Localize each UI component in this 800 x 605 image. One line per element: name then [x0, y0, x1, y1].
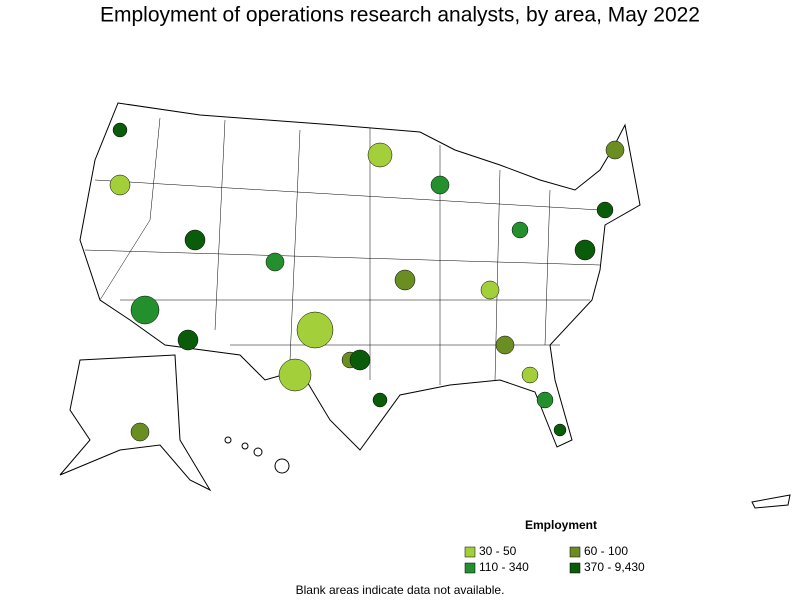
legend-swatch — [569, 546, 581, 558]
area — [109, 174, 131, 196]
area — [296, 311, 334, 349]
area — [596, 201, 614, 219]
map — [59, 102, 791, 509]
note: Blank areas indicate data not available. — [296, 583, 505, 597]
employment-areas — [109, 122, 625, 442]
area — [430, 175, 450, 195]
legend-swatch — [569, 562, 581, 574]
area — [394, 269, 416, 291]
legend-label: 60 - 100 — [584, 544, 628, 558]
puerto-rico — [751, 494, 791, 509]
legend-label: 110 - 340 — [479, 560, 529, 574]
legend-label: 30 - 50 — [479, 544, 517, 558]
area — [511, 221, 529, 239]
alaska — [59, 354, 212, 492]
area — [349, 349, 371, 371]
legend-swatch — [464, 562, 476, 574]
area — [367, 142, 393, 168]
area — [184, 229, 206, 251]
area — [480, 280, 500, 300]
area — [112, 122, 128, 138]
hawaii — [224, 436, 290, 474]
legend-label: 370 - 9,430 — [584, 560, 645, 574]
legend-swatch — [464, 546, 476, 558]
area — [521, 366, 539, 384]
area — [265, 252, 285, 272]
area — [495, 335, 515, 355]
legend: Employment 30 - 50 60 - 100 110 - 340 370 -… — [464, 518, 645, 574]
area — [553, 423, 567, 437]
area — [536, 391, 554, 409]
area — [130, 295, 160, 325]
area — [130, 422, 150, 442]
area — [278, 358, 312, 392]
area — [177, 329, 199, 351]
legend-title: Employment — [525, 518, 597, 532]
contiguous-us — [79, 102, 641, 451]
area — [372, 392, 388, 408]
map-title: Employment of operations research analys… — [100, 4, 700, 27]
area-boundaries — [84, 117, 601, 385]
area — [574, 239, 596, 261]
area — [605, 140, 625, 160]
legend-items: 30 - 50 60 - 100 110 - 340 370 - 9,430 — [464, 544, 645, 574]
